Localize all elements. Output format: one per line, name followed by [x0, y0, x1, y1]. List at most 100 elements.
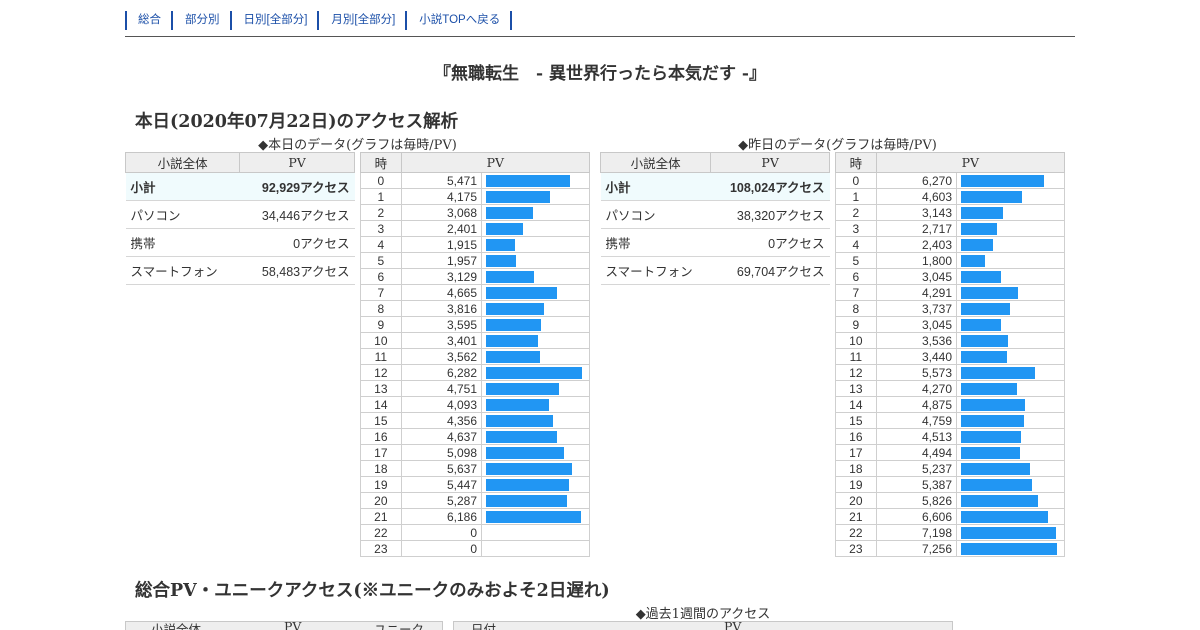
hour-cell: 15 [835, 412, 877, 429]
summary-label: パソコン [125, 200, 240, 229]
hour-row: 13 4,751 [360, 380, 590, 397]
hour-cell: 2 [835, 204, 877, 221]
bar-cell [481, 316, 590, 333]
hour-cell: 11 [835, 348, 877, 365]
bar-cell [956, 348, 1065, 365]
bar-cell [481, 476, 590, 493]
summary-value: 0アクセス [239, 228, 355, 257]
hour-row: 1 4,603 [835, 188, 1065, 205]
summary-label: 小計 [125, 172, 240, 201]
hour-row: 13 4,270 [835, 380, 1065, 397]
col-date: 日付 [471, 622, 497, 630]
bar-cell [956, 476, 1065, 493]
bar-cell [481, 380, 590, 397]
hour-cell: 7 [835, 284, 877, 301]
pv-cell: 4,637 [400, 428, 483, 445]
col-pv: PV [710, 152, 830, 173]
summary-value: 69,704アクセス [710, 256, 830, 285]
pv-cell: 5,637 [400, 460, 483, 477]
pv-bar [486, 334, 539, 347]
pv-bar [961, 238, 994, 251]
hour-row: 17 4,494 [835, 444, 1065, 461]
pv-bar [961, 414, 1025, 427]
hour-row: 21 6,606 [835, 508, 1065, 525]
pv-cell: 4,093 [400, 396, 483, 413]
total-heading: 総合PV・ユニークアクセス(※ユニークのみおよそ2日遅れ) [135, 581, 610, 601]
hour-row: 23 0 [360, 540, 590, 557]
hour-cell: 20 [360, 492, 402, 509]
pv-bar [961, 526, 1057, 539]
pv-cell: 4,603 [875, 188, 958, 205]
hour-cell: 15 [360, 412, 402, 429]
summary-value: 0アクセス [710, 228, 830, 257]
pv-bar [961, 270, 1002, 283]
hour-row: 4 1,915 [360, 236, 590, 253]
hour-row: 9 3,595 [360, 316, 590, 333]
hour-row: 20 5,826 [835, 492, 1065, 509]
hour-cell: 18 [835, 460, 877, 477]
pv-bar [961, 254, 986, 267]
pv-bar [961, 366, 1036, 379]
hour-row: 6 3,045 [835, 268, 1065, 285]
today-heading: 本日(2020年07月22日)のアクセス解析 [135, 112, 459, 132]
summary-value: 34,446アクセス [239, 200, 355, 229]
hour-row: 12 5,573 [835, 364, 1065, 381]
pv-bar [486, 254, 517, 267]
hour-cell: 6 [835, 268, 877, 285]
summary-label: スマートフォン [125, 256, 240, 285]
hour-row: 21 6,186 [360, 508, 590, 525]
bar-cell [481, 460, 590, 477]
hour-cell: 12 [360, 364, 402, 381]
page-title: 『無職転生 - 異世界行ったら本気だす -』 [434, 64, 766, 84]
pv-bar [486, 222, 524, 235]
hour-row: 20 5,287 [360, 492, 590, 509]
nav-link[interactable]: 部分別 [185, 11, 232, 30]
pv-cell: 7,256 [875, 540, 958, 557]
pv-cell: 3,401 [400, 332, 483, 349]
hour-row: 11 3,562 [360, 348, 590, 365]
pv-bar [961, 350, 1008, 363]
hour-cell: 14 [360, 396, 402, 413]
hour-cell: 3 [360, 220, 402, 237]
hour-cell: 4 [835, 236, 877, 253]
hour-row: 3 2,401 [360, 220, 590, 237]
hour-row: 12 6,282 [360, 364, 590, 381]
hour-cell: 5 [360, 252, 402, 269]
hour-row: 18 5,237 [835, 460, 1065, 477]
pv-cell: 2,717 [875, 220, 958, 237]
bar-cell [481, 268, 590, 285]
pv-cell: 3,737 [875, 300, 958, 317]
hour-row: 9 3,045 [835, 316, 1065, 333]
hour-cell: 10 [360, 332, 402, 349]
pv-bar [486, 174, 571, 187]
nav-link[interactable]: 総合 [125, 11, 173, 30]
bar-cell [956, 172, 1065, 189]
pv-cell: 3,536 [875, 332, 958, 349]
bar-cell [481, 492, 590, 509]
bar-cell [956, 524, 1065, 541]
pv-bar [961, 494, 1039, 507]
col-novel-whole: 小説全体 [151, 622, 202, 630]
hour-cell: 23 [835, 540, 877, 557]
pv-bar [486, 446, 565, 459]
hour-row: 19 5,447 [360, 476, 590, 493]
pv-bar [961, 174, 1045, 187]
pv-bar [961, 430, 1022, 443]
nav-link[interactable]: 日別[全部分] [244, 11, 320, 30]
pv-cell: 7,198 [875, 524, 958, 541]
summary-value: 58,483アクセス [239, 256, 355, 285]
hour-row: 18 5,637 [360, 460, 590, 477]
nav-link[interactable]: 小説TOPへ戻る [419, 11, 513, 30]
pv-bar [486, 190, 551, 203]
hour-row: 15 4,356 [360, 412, 590, 429]
nav-link[interactable]: 月別[全部分] [331, 11, 408, 30]
pv-bar [961, 382, 1018, 395]
summary-value: 38,320アクセス [710, 200, 830, 229]
pv-cell: 4,291 [875, 284, 958, 301]
summary-row: 携帯 0アクセス [125, 228, 355, 257]
pv-cell: 5,287 [400, 492, 483, 509]
hour-row: 5 1,800 [835, 252, 1065, 269]
hour-cell: 1 [835, 188, 877, 205]
pv-bar [961, 478, 1033, 491]
week-caption: ◆過去1週間のアクセス [635, 607, 771, 622]
